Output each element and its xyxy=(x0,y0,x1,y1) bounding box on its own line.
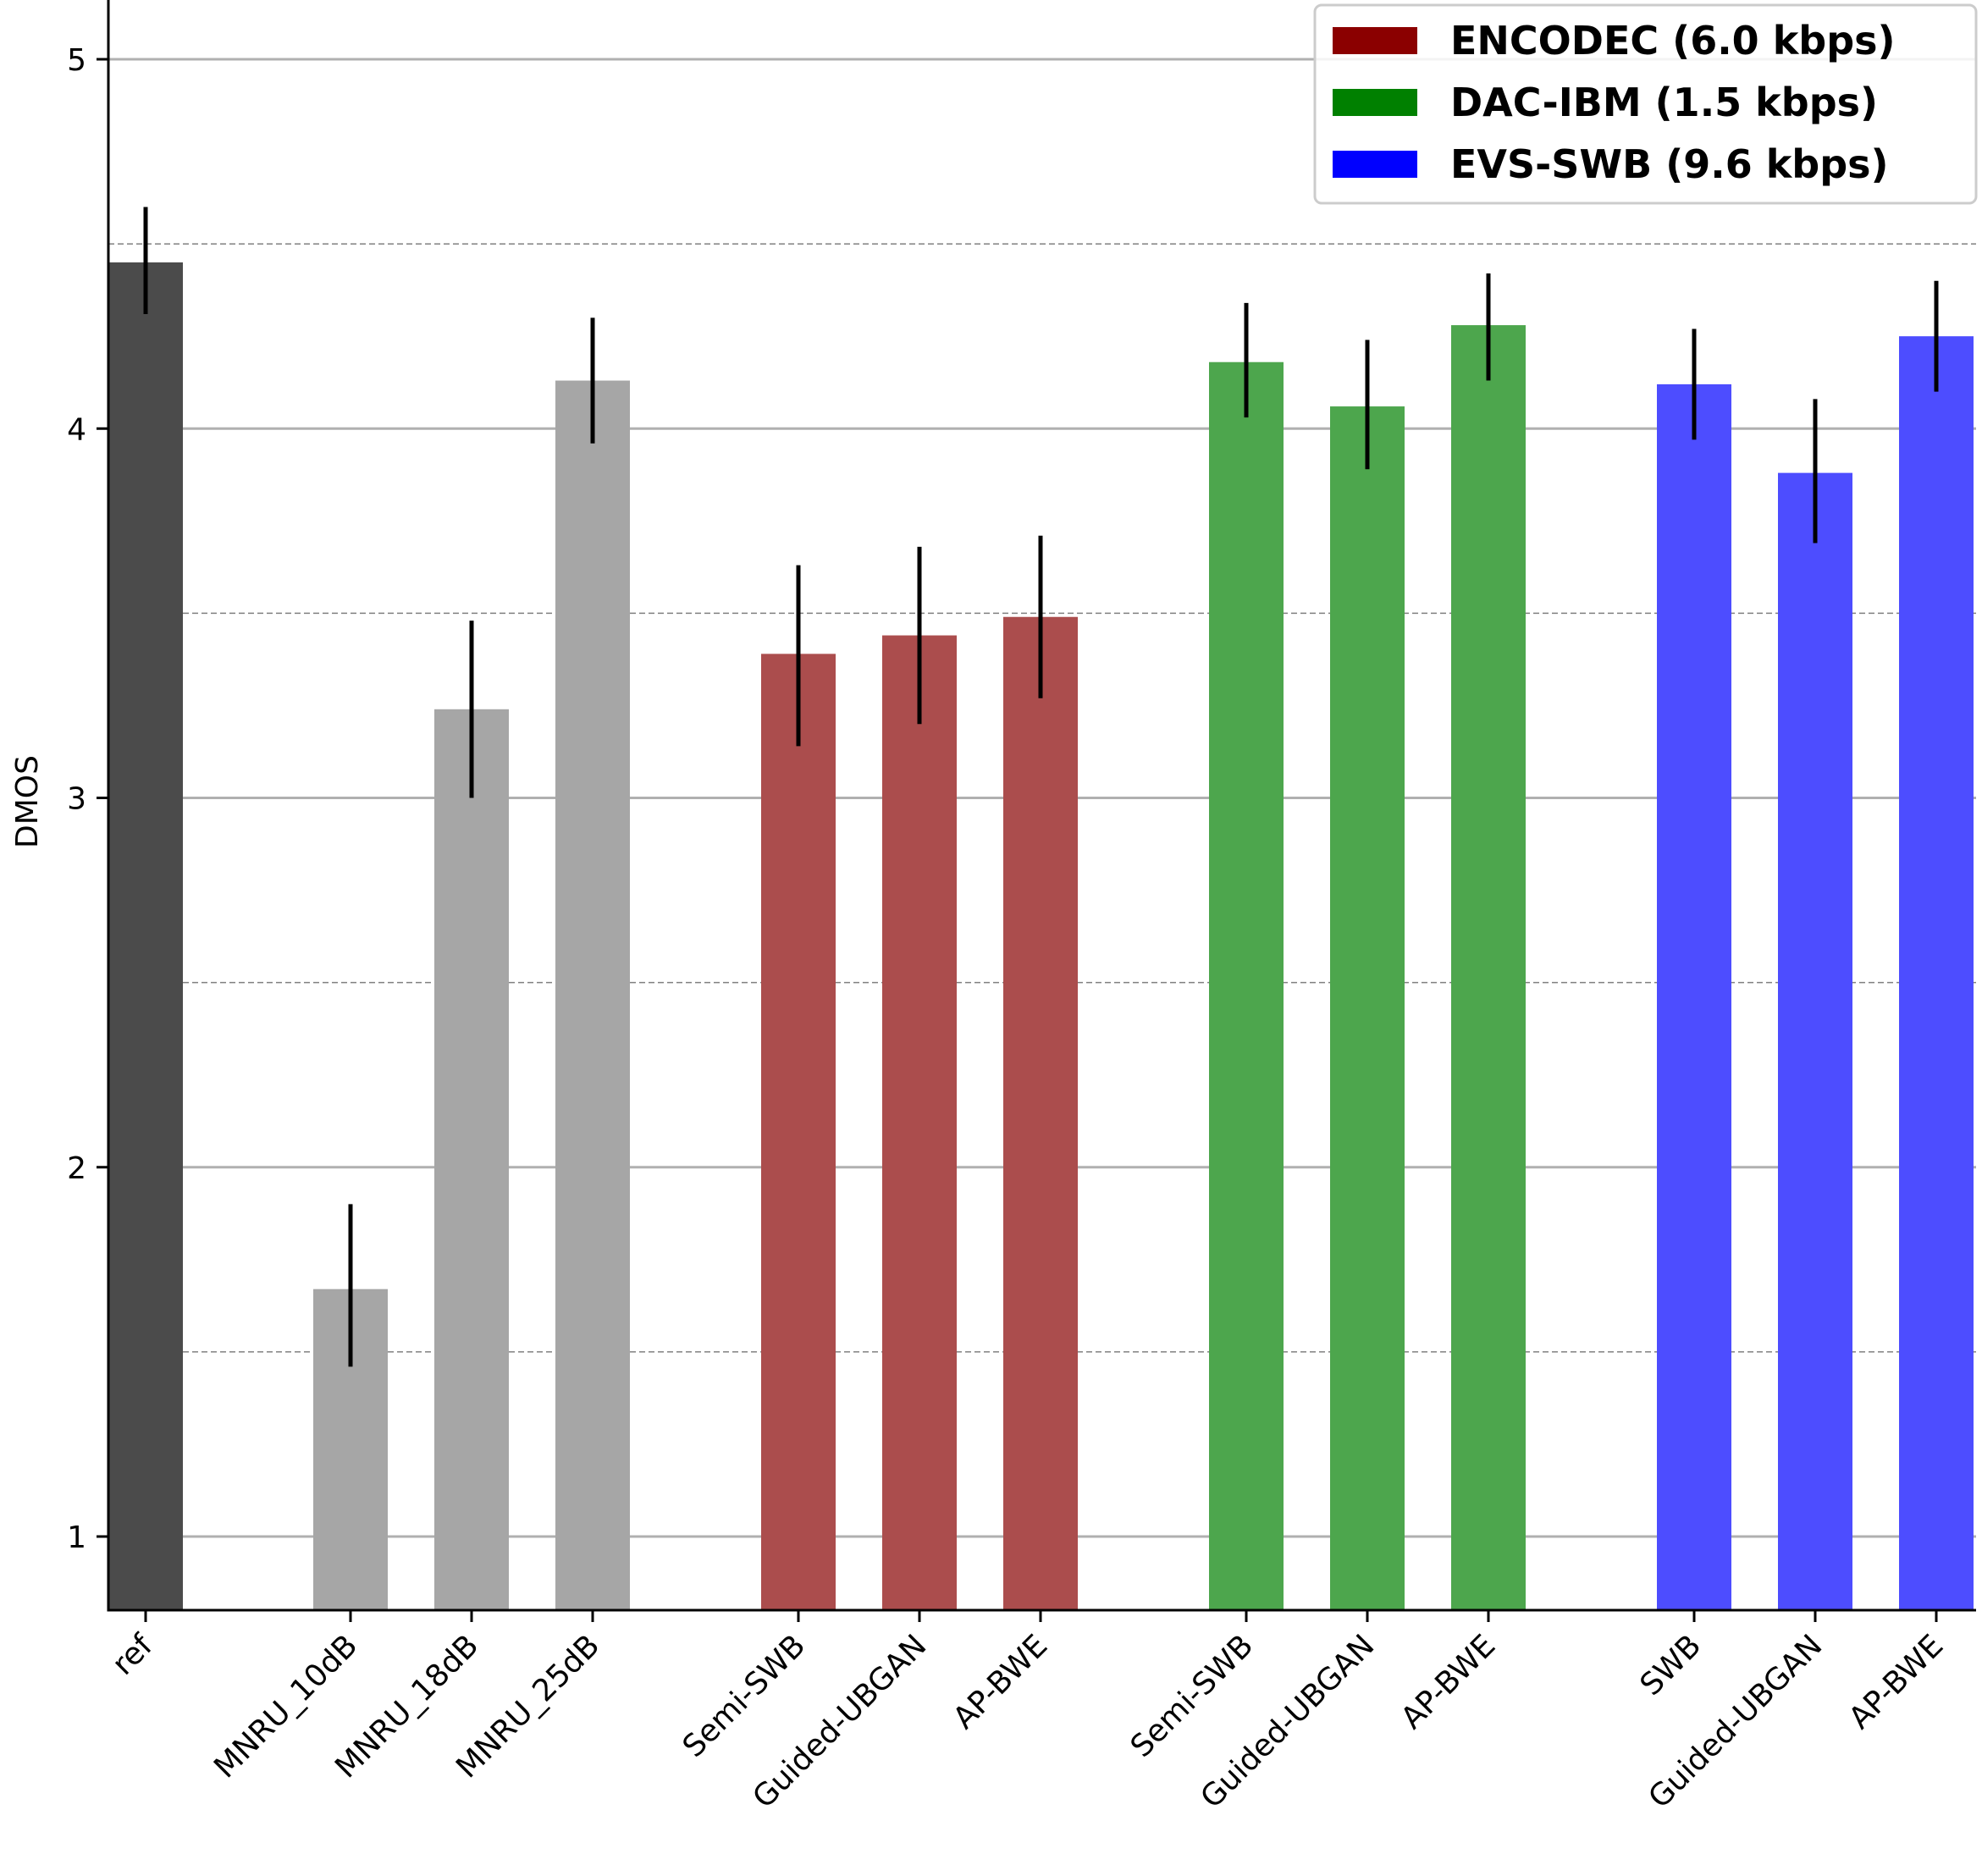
bar-4 xyxy=(761,654,836,1610)
legend-label-2: EVS-SWB (9.6 kbps) xyxy=(1450,141,1889,187)
x-tick-label-0: ref xyxy=(106,1627,160,1681)
legend: ENCODEC (6.0 kbps) DAC-IBM (1.5 kbps) EVS-… xyxy=(1313,3,1978,205)
bar-11 xyxy=(1778,472,1852,1610)
x-tick-label-7: Semi-SWB xyxy=(1124,1628,1261,1764)
y-tick-label-0: 1 xyxy=(67,1520,86,1555)
bar-2 xyxy=(434,709,509,1610)
x-tick-label-9: AP-BWE xyxy=(1394,1628,1502,1735)
legend-swatch-0 xyxy=(1333,27,1417,54)
y-tick-label-1: 2 xyxy=(67,1151,86,1186)
bar-5 xyxy=(882,635,957,1610)
legend-label-0: ENCODEC (6.0 kbps) xyxy=(1450,18,1896,63)
legend-box xyxy=(1313,3,1978,205)
legend-swatch-1 xyxy=(1333,89,1417,116)
y-ticks: 1 2 3 4 5 xyxy=(67,43,108,1555)
bar-12 xyxy=(1899,336,1974,1610)
legend-label-1: DAC-IBM (1.5 kbps) xyxy=(1450,80,1878,125)
bars xyxy=(108,262,1974,1611)
bar-3 xyxy=(555,380,630,1611)
bar-0 xyxy=(108,262,183,1610)
y-tick-label-3: 4 xyxy=(67,412,86,447)
y-tick-label-2: 3 xyxy=(67,782,86,817)
bar-10 xyxy=(1657,383,1731,1610)
bar-6 xyxy=(1003,616,1078,1610)
x-tick-label-6: AP-BWE xyxy=(947,1628,1054,1735)
y-tick-label-4: 5 xyxy=(67,43,86,78)
x-tick-label-10: SWB xyxy=(1634,1628,1709,1702)
x-tick-label-12: AP-BWE xyxy=(1842,1628,1950,1735)
legend-swatch-2 xyxy=(1333,151,1417,178)
error-bars xyxy=(143,207,1939,1367)
x-tick-label-4: Semi-SWB xyxy=(676,1628,813,1764)
bar-9 xyxy=(1451,325,1526,1611)
bar-8 xyxy=(1330,406,1405,1611)
y-axis-label: DMOS xyxy=(10,755,45,848)
bar-7 xyxy=(1209,361,1284,1611)
